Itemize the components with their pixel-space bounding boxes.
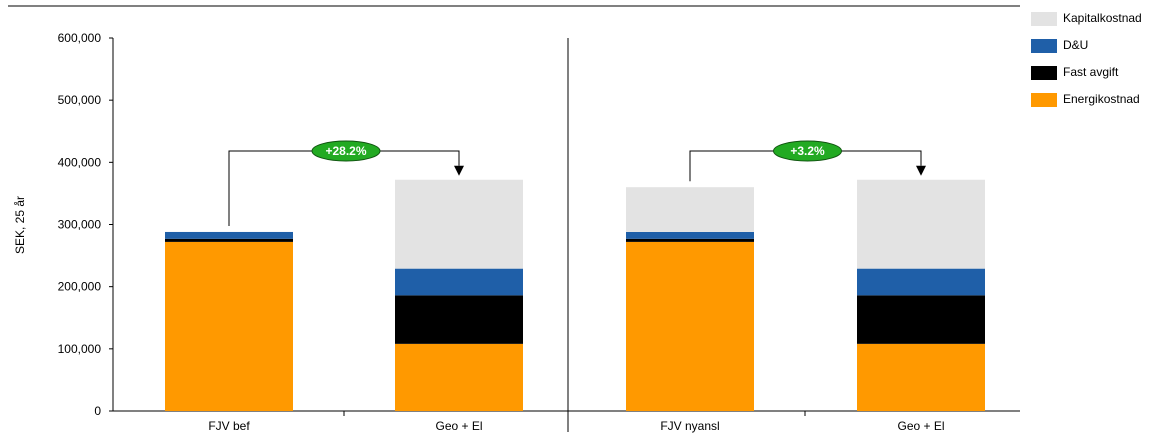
legend: Kapitalkostnad D&U Fast avgift Energikostna… bbox=[1031, 11, 1142, 107]
bar-segment bbox=[857, 179, 985, 269]
legend-swatch bbox=[1031, 66, 1057, 80]
y-tick-label: 600,000 bbox=[58, 31, 102, 45]
change-badge bbox=[311, 140, 381, 162]
legend-label: Fast avgift bbox=[1063, 65, 1119, 79]
bar-segment bbox=[165, 241, 293, 411]
y-tick-label: 300,000 bbox=[58, 218, 102, 232]
bar-segment bbox=[395, 343, 523, 411]
y-tick-label: 500,000 bbox=[58, 93, 102, 107]
bar-segment bbox=[395, 179, 523, 269]
legend-swatch bbox=[1031, 39, 1057, 53]
bar-segment bbox=[165, 238, 293, 242]
legend-label: Energikostnad bbox=[1063, 92, 1140, 106]
change-arrow-head bbox=[916, 165, 926, 176]
bar-segment bbox=[857, 343, 985, 411]
bar-segment bbox=[626, 238, 754, 242]
change-badge bbox=[773, 140, 842, 162]
change-badge-label: +28.2% bbox=[325, 144, 366, 158]
category-label: Geo + El bbox=[435, 419, 482, 433]
legend-label: Kapitalkostnad bbox=[1063, 11, 1142, 25]
change-badge-label: +3.2% bbox=[790, 144, 825, 158]
y-tick-label: 0 bbox=[94, 404, 101, 418]
legend-swatch bbox=[1031, 93, 1057, 107]
change-arrow-head bbox=[454, 165, 464, 176]
bar-segment bbox=[626, 241, 754, 411]
legend-swatch bbox=[1031, 12, 1057, 26]
y-tick-label: 400,000 bbox=[58, 155, 102, 169]
plot-area: 0 100,000 200,000 300,000 400,000 500,000 600,… bbox=[58, 31, 1020, 433]
bar-segment bbox=[857, 268, 985, 296]
category-label: FJV bef bbox=[208, 419, 250, 433]
category-label: Geo + El bbox=[897, 419, 944, 433]
category-label: FJV nyansl bbox=[660, 419, 719, 433]
legend-label: D&U bbox=[1063, 38, 1088, 52]
bar-segment bbox=[395, 295, 523, 344]
y-tick-label: 200,000 bbox=[58, 280, 102, 294]
bar-segment bbox=[395, 268, 523, 296]
bar-segment bbox=[857, 295, 985, 344]
y-axis-label: SEK, 25 år bbox=[13, 196, 27, 254]
y-tick-label: 100,000 bbox=[58, 342, 102, 356]
bar-segment bbox=[626, 187, 754, 232]
bar-segment bbox=[165, 231, 293, 239]
bar-segment bbox=[626, 231, 754, 239]
